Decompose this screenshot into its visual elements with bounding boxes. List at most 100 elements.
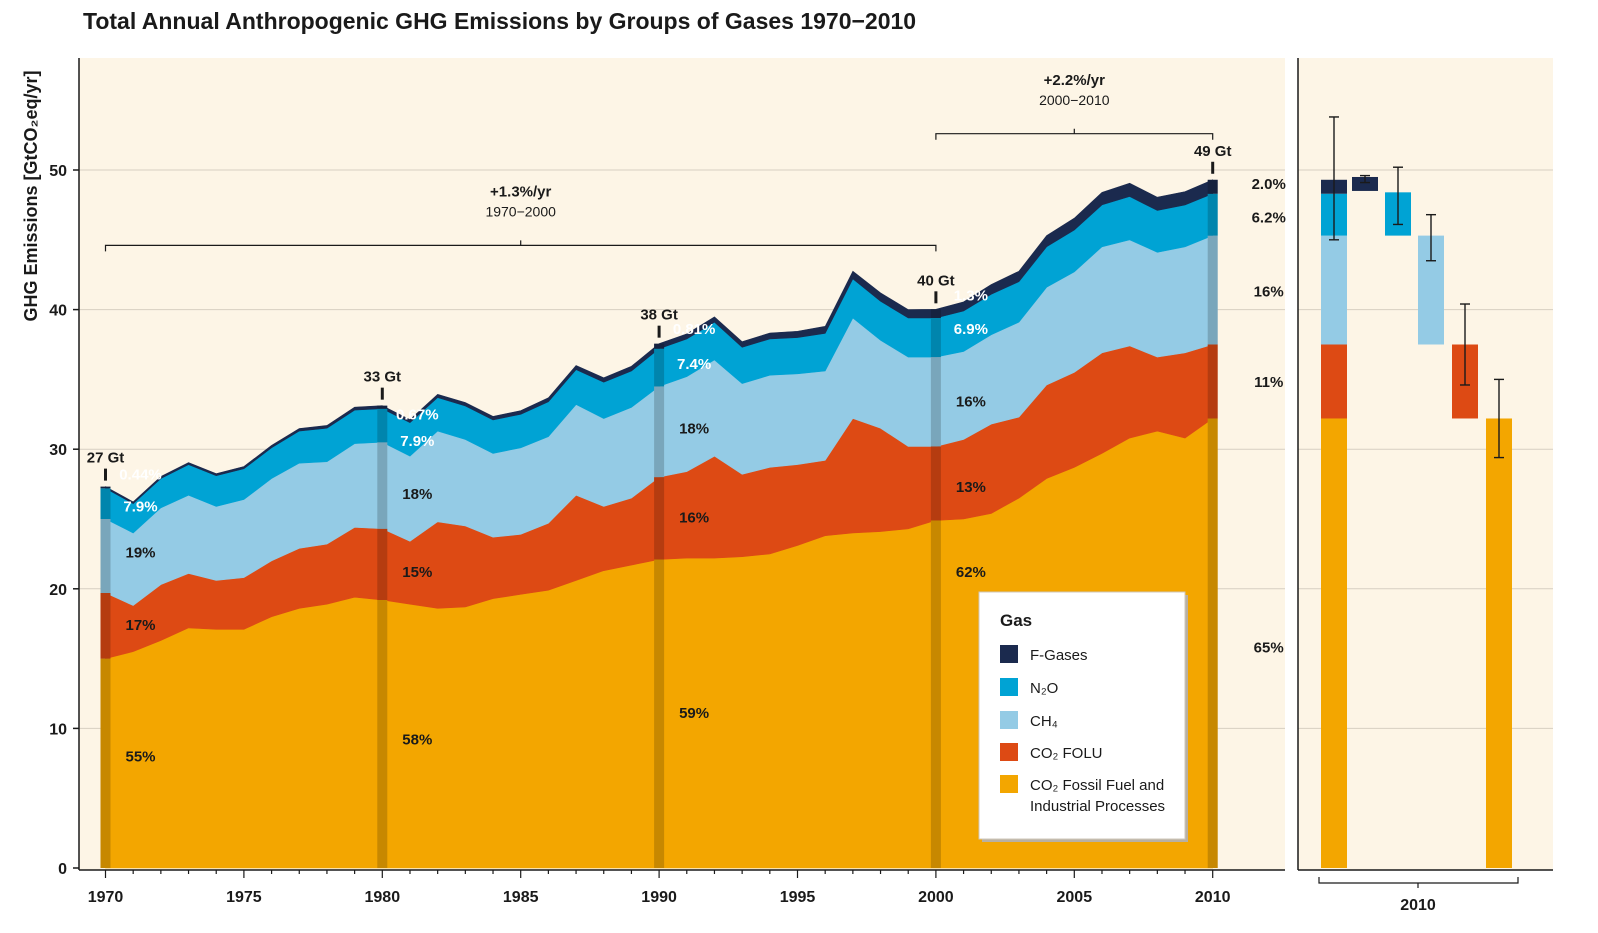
legend: Gas F-Gases N₂O CH₄ CO₂ FOLU CO₂ Fossil Fuel … xyxy=(978,591,1188,842)
x-tick-label: 2000 xyxy=(918,889,954,906)
share-label-fgases: 0.81% xyxy=(673,321,716,338)
waterfall-bar-co2ff xyxy=(1486,418,1512,868)
x-tick-label: 1975 xyxy=(226,889,262,906)
legend-swatch-co2folu xyxy=(1000,743,1018,761)
marker-segment-co2folu xyxy=(930,446,941,521)
total-bar-ch4 xyxy=(1321,235,1347,345)
x-tick-label: 2010 xyxy=(1195,889,1231,906)
legend-swatch-ch4 xyxy=(1000,711,1018,729)
total-label-2000: 40 Gt xyxy=(917,272,955,289)
marker-column-2010 xyxy=(1207,179,1218,869)
side-bracket xyxy=(1318,877,1519,888)
share-label-n2o: 6.2% xyxy=(1252,209,1286,226)
total-label-1980: 33 Gt xyxy=(364,369,402,386)
marker-segment-co2ff xyxy=(930,520,941,868)
marker-segment-fgases xyxy=(377,405,388,409)
marker-segment-n2o xyxy=(377,408,388,443)
share-label-co2folu: 11% xyxy=(1254,374,1283,391)
marker-segment-fgases xyxy=(1207,179,1218,194)
share-label-co2folu: 16% xyxy=(679,510,709,527)
marker-segment-ch4 xyxy=(1207,235,1218,345)
total-label-1990: 38 Gt xyxy=(640,307,678,324)
share-label-n2o: 7.9% xyxy=(400,433,434,450)
growth-rate-label: +1.3%/yr xyxy=(490,184,551,201)
marker-segment-n2o xyxy=(930,317,941,358)
legend-label: CH₄ xyxy=(1030,713,1058,730)
side-waterfall-panel: 2010 xyxy=(1297,58,1553,914)
share-label-co2ff: 55% xyxy=(125,748,155,765)
share-label-ch4: 18% xyxy=(402,486,432,503)
marker-segment-co2ff xyxy=(654,559,665,868)
share-label-fgases: 0.67% xyxy=(396,406,439,423)
legend-label: CO₂ Fossil Fuel and xyxy=(1030,777,1164,794)
marker-segment-n2o xyxy=(654,348,665,387)
marker-segment-fgases xyxy=(654,343,665,349)
main-plot-area: 27 Gt 55% 17% 19% 7.9% 0.44% 33 Gt 58% 15% 18% 7.9… xyxy=(49,58,1286,906)
growth-period-label: 1970−2000 xyxy=(485,204,556,220)
y-axis-label: GHG Emissions [GtCO₂eq/yr] xyxy=(21,70,41,321)
total-label-1970: 27 Gt xyxy=(87,450,125,467)
marker-column-1990 xyxy=(654,343,665,868)
y-tick-label: 0 xyxy=(58,861,67,878)
legend-label: CO₂ FOLU xyxy=(1030,745,1103,762)
share-label-co2ff: 65% xyxy=(1254,639,1284,656)
marker-segment-ch4 xyxy=(377,442,388,529)
marker-column-1970 xyxy=(100,486,111,868)
y-tick-label: 20 xyxy=(49,582,67,599)
marker-segment-ch4 xyxy=(930,357,941,447)
total-bar-co2ff xyxy=(1321,418,1347,868)
legend-label: Industrial Processes xyxy=(1030,798,1165,815)
legend-swatch-co2ff xyxy=(1000,775,1018,793)
share-label-n2o: 7.9% xyxy=(123,498,157,515)
share-label-co2ff: 62% xyxy=(956,564,986,581)
share-label-ch4: 16% xyxy=(956,394,986,411)
legend-swatch-fgases xyxy=(1000,645,1018,663)
chart-title: Total Annual Anthropogenic GHG Emissions… xyxy=(83,8,916,34)
growth-bracket xyxy=(935,128,1214,140)
marker-segment-ch4 xyxy=(100,519,111,593)
y-tick-label: 50 xyxy=(49,163,67,180)
marker-segment-fgases xyxy=(100,486,111,489)
total-bar-co2folu xyxy=(1321,344,1347,419)
waterfall-bar-fgases xyxy=(1352,176,1378,191)
marker-segment-co2folu xyxy=(654,477,665,560)
x-tick-label: 1970 xyxy=(88,889,124,906)
share-label-ch4: 16% xyxy=(1254,283,1284,300)
marker-column-1980 xyxy=(377,405,388,868)
marker-segment-n2o xyxy=(1207,193,1218,236)
share-label-fgases: 0.44% xyxy=(119,466,162,483)
marker-segment-co2ff xyxy=(377,599,388,868)
share-label-co2ff: 58% xyxy=(402,732,432,749)
x-tick-label: 1980 xyxy=(365,889,401,906)
share-label-fgases: 2.0% xyxy=(1252,176,1286,193)
legend-label: F-Gases xyxy=(1030,647,1088,664)
share-label-co2folu: 13% xyxy=(956,479,986,496)
marker-segment-co2ff xyxy=(100,658,111,868)
share-label-ch4: 19% xyxy=(125,545,155,562)
marker-segment-fgases xyxy=(930,309,941,318)
x-tick-label: 2005 xyxy=(1057,889,1093,906)
share-label-fgases: 1.3% xyxy=(954,288,988,305)
legend-swatch-n2o xyxy=(1000,678,1018,696)
marker-segment-co2folu xyxy=(100,592,111,659)
y-tick-label: 40 xyxy=(49,303,67,320)
side-x-label: 2010 xyxy=(1400,897,1436,914)
x-tick-label: 1995 xyxy=(780,889,816,906)
growth-bracket xyxy=(104,240,937,252)
total-label-2010: 49 Gt xyxy=(1194,143,1232,160)
marker-segment-co2folu xyxy=(1207,344,1218,419)
share-label-n2o: 7.4% xyxy=(677,356,711,373)
growth-rate-label: +2.2%/yr xyxy=(1044,72,1105,89)
marker-segment-co2folu xyxy=(377,528,388,600)
share-label-co2folu: 15% xyxy=(402,564,432,581)
share-label-ch4: 18% xyxy=(679,420,709,437)
share-label-n2o: 6.9% xyxy=(954,321,988,338)
marker-segment-co2ff xyxy=(1207,418,1218,868)
y-tick-label: 10 xyxy=(49,721,67,738)
share-label-co2folu: 17% xyxy=(125,617,155,634)
y-tick-label: 30 xyxy=(49,442,67,459)
marker-segment-n2o xyxy=(100,488,111,519)
legend-title: Gas xyxy=(1000,611,1032,630)
x-tick-label: 1990 xyxy=(641,889,677,906)
